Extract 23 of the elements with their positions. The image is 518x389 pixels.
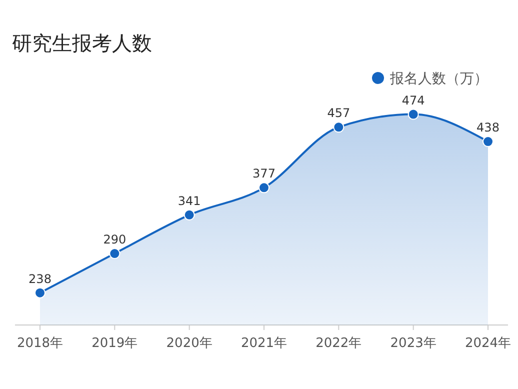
- data-label: 438: [476, 120, 500, 135]
- point: [109, 248, 120, 260]
- x-tick-label: 2018年: [16, 336, 64, 351]
- legend-label: 报名人数（万）: [389, 71, 488, 87]
- data-label: 238: [28, 272, 52, 286]
- x-tick-label: 2020年: [166, 336, 212, 351]
- x-tick-label: 2024年: [464, 336, 512, 351]
- x-tick-label: 2023年: [390, 336, 436, 351]
- data-label: 341: [178, 194, 201, 208]
- data-label: 474: [402, 93, 425, 108]
- chart-title: 研究生报考人数: [12, 31, 152, 55]
- data-label: 457: [327, 106, 350, 120]
- point: [34, 287, 46, 298]
- point: [482, 136, 494, 148]
- point: [408, 108, 419, 120]
- x-tick-label: 2022年: [316, 336, 362, 351]
- point: [184, 209, 195, 220]
- x-tick-label: 2021年: [240, 336, 288, 351]
- data-label: 377: [252, 166, 276, 181]
- data-label: 290: [103, 232, 126, 247]
- point: [258, 182, 270, 194]
- x-tick-label: 2019年: [92, 336, 138, 351]
- point: [333, 122, 344, 133]
